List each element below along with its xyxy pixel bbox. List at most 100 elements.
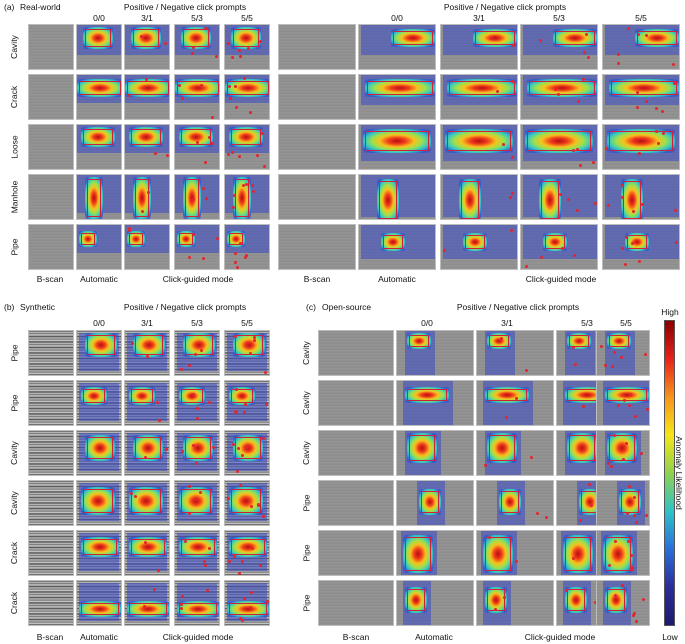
heatmap-spot <box>81 387 107 405</box>
click-point <box>633 496 636 499</box>
click-point <box>577 100 580 103</box>
panel-a-row-3: Manhole <box>8 180 19 214</box>
click-point <box>634 138 637 141</box>
bscan-image <box>318 480 394 526</box>
click-guided-result <box>124 124 170 170</box>
click-point <box>629 393 632 396</box>
click-point <box>623 399 626 402</box>
heatmap-spot <box>131 27 161 49</box>
bounding-box <box>179 233 193 245</box>
panel-a-col-right-2: 5/3 <box>553 13 565 23</box>
click-guided-result <box>520 224 598 270</box>
bounding-box <box>405 537 431 571</box>
click-point <box>246 446 249 449</box>
heatmap-spot <box>133 177 151 219</box>
click-point <box>249 111 252 114</box>
click-guided-result <box>602 224 680 270</box>
heatmap-spot <box>179 387 205 405</box>
click-point <box>251 547 254 550</box>
heatmap-spot <box>487 433 517 463</box>
bounding-box <box>233 29 259 47</box>
click-point <box>638 152 641 155</box>
click-point <box>582 78 585 81</box>
click-point <box>252 190 255 193</box>
panel-b-tag: (b) <box>4 302 15 312</box>
click-point <box>585 33 588 36</box>
click-point <box>195 462 198 465</box>
click-guided-result <box>476 430 554 476</box>
heatmap-spot <box>179 537 217 557</box>
click-point <box>672 63 675 66</box>
bounding-box <box>83 129 113 145</box>
heatmap-spot <box>499 489 521 515</box>
click-point <box>259 40 262 43</box>
bounding-box <box>181 389 203 403</box>
automatic-result <box>76 74 122 120</box>
click-point <box>232 206 235 209</box>
bounding-box <box>229 233 243 245</box>
click-point <box>181 450 184 453</box>
click-point <box>488 536 491 539</box>
click-point <box>266 600 269 603</box>
click-point <box>208 401 211 404</box>
panel-b-row-4: Crack <box>9 541 20 565</box>
bounding-box <box>181 539 215 555</box>
automatic-result <box>76 174 122 220</box>
click-guided-result <box>174 580 220 626</box>
bscan-image <box>28 580 74 626</box>
heatmap-spot <box>179 127 213 147</box>
panel-c-footer-bscan: B-scan <box>342 632 370 642</box>
click-point <box>192 198 195 201</box>
heatmap-spot <box>129 387 155 405</box>
click-point <box>622 458 625 461</box>
bounding-box <box>545 235 565 249</box>
click-point <box>515 397 518 400</box>
click-point <box>490 37 493 40</box>
bounding-box <box>383 235 403 249</box>
bounding-box <box>407 389 447 401</box>
click-point <box>194 498 197 501</box>
click-point <box>238 49 241 52</box>
click-point <box>188 485 191 488</box>
click-guided-result <box>224 380 270 426</box>
bounding-box <box>87 437 113 459</box>
click-point <box>594 202 597 205</box>
click-point <box>557 93 560 96</box>
click-point <box>625 236 628 239</box>
click-point <box>621 584 624 587</box>
heatmap-spot <box>635 29 679 47</box>
click-point <box>621 196 624 199</box>
click-point <box>588 483 591 486</box>
automatic-result <box>76 580 122 626</box>
bounding-box <box>611 81 677 95</box>
click-point <box>505 416 508 419</box>
bscan-image <box>28 124 74 170</box>
bounding-box <box>461 181 479 219</box>
panel-b-row-3: Cavity <box>8 491 19 515</box>
click-point <box>655 107 658 110</box>
click-guided-result <box>602 74 680 120</box>
click-point <box>625 442 628 445</box>
click-point <box>164 42 167 45</box>
click-guided-result <box>174 480 220 526</box>
bounding-box <box>181 489 211 513</box>
click-point <box>231 151 234 154</box>
bounding-box <box>229 603 267 615</box>
click-guided-result <box>124 380 170 426</box>
click-guided-result <box>520 74 598 120</box>
bounding-box <box>135 335 163 355</box>
bounding-box <box>465 235 485 249</box>
bscan-image <box>28 380 74 426</box>
heatmap-spot <box>567 433 597 463</box>
click-point <box>554 88 557 91</box>
heatmap-spot <box>127 601 169 617</box>
click-point <box>196 417 199 420</box>
click-guided-result <box>596 330 650 376</box>
click-point <box>192 444 195 447</box>
click-point <box>208 547 211 550</box>
heatmap-spot <box>605 387 649 403</box>
click-point <box>640 452 643 455</box>
click-point <box>239 617 242 620</box>
click-point <box>594 601 597 604</box>
bscan-image <box>278 224 356 270</box>
